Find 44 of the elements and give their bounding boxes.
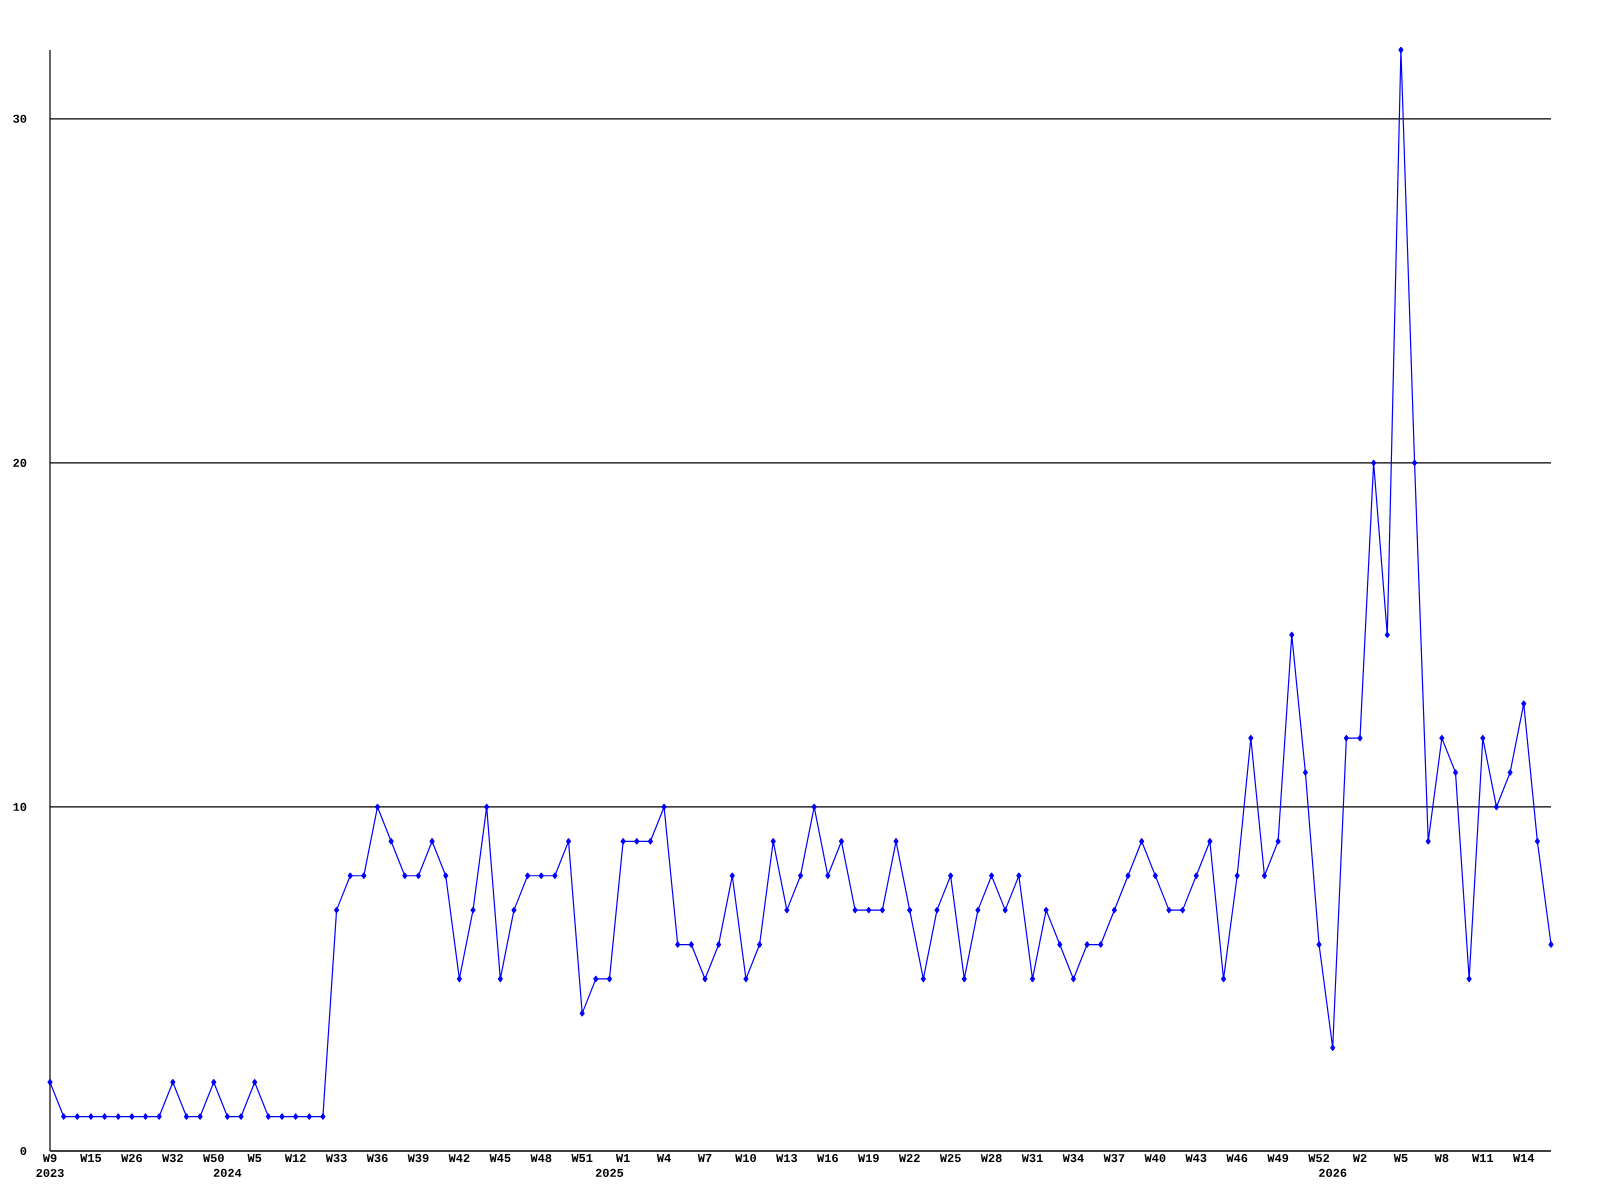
x-tick-label: W26 (121, 1154, 142, 1163)
x-tick-label: W48 (530, 1154, 552, 1163)
x-tick-label: W40 (1144, 1154, 1166, 1163)
x-tick-label: W34 (1062, 1154, 1084, 1163)
x-tick-label: W28 (980, 1154, 1002, 1163)
x-tick-label: W46 (1226, 1154, 1248, 1163)
x-tick-label: W33 (325, 1154, 347, 1163)
x-tick-label: W36 (366, 1154, 388, 1163)
x-tick-label: 2024 (213, 1168, 242, 1177)
x-tick-label: 2025 (595, 1168, 624, 1177)
x-tick-label: W45 (489, 1154, 511, 1163)
x-tick-label: W16 (817, 1154, 838, 1163)
x-tick-label: W50 (202, 1154, 224, 1163)
x-tick-label: W31 (1021, 1154, 1043, 1163)
x-tick-label: W9 2023 (36, 1154, 64, 1178)
x-tick-label: W8 (1434, 1154, 1449, 1163)
y-tick-label: 30 (13, 114, 27, 123)
x-tick-label: W37 (1103, 1154, 1125, 1163)
x-tick-label: 2026 (1319, 1168, 1347, 1177)
x-tick-label: W25 (939, 1154, 961, 1163)
x-tick-label: W11 (1472, 1154, 1494, 1162)
x-tick-label: W49 (1267, 1154, 1289, 1163)
y-tick-label: 0 (20, 1146, 27, 1156)
x-tick-label: W51 (571, 1154, 593, 1163)
x-tick-label: W32 (162, 1154, 183, 1163)
x-tick-label: W2 (1352, 1154, 1367, 1163)
y-tick-label: 20 (13, 458, 27, 467)
x-tick-label: W43 (1185, 1154, 1207, 1163)
x-tick-label: W52 (1308, 1154, 1330, 1163)
x-tick-label: W39 (407, 1154, 429, 1163)
x-tick-label: W1 (615, 1154, 630, 1162)
x-tick-label: W5 (247, 1154, 262, 1163)
x-tick-label: W13 (776, 1154, 798, 1163)
x-tick-label: W42 (448, 1154, 470, 1163)
x-tick-label: W5 (1393, 1154, 1408, 1163)
x-tick-label: W19 (857, 1154, 879, 1163)
x-tick-label: W14 (1512, 1154, 1535, 1162)
x-tick-label: W10 (735, 1154, 757, 1163)
x-tick-label: W7 (697, 1154, 712, 1162)
x-tick-label: W22 (898, 1154, 920, 1163)
y-tick-label: 10 (13, 802, 27, 811)
x-tick-label: W4 (656, 1154, 671, 1162)
x-tick-label: W12 (284, 1154, 306, 1163)
x-tick-label: W15 (80, 1154, 102, 1163)
